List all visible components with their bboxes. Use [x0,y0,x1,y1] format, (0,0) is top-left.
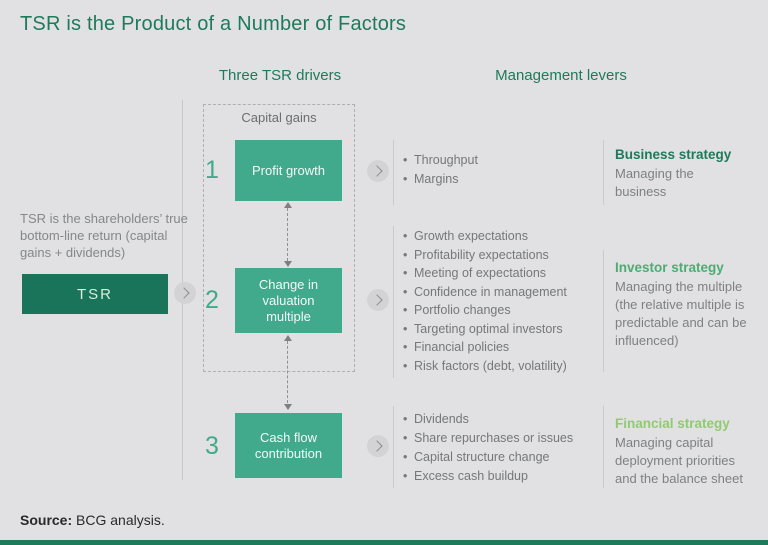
driver-2-bullets: Growth expectations Profitability expect… [403,227,613,375]
driver-2-number: 2 [205,286,219,314]
driver-3-bullets: Dividends Share repurchases or issues Ca… [403,410,613,486]
tsr-box: TSR [22,274,168,314]
chevron-glyph [370,165,383,177]
source-note: Source: BCG analysis. [20,512,165,528]
drivers-column-header: Three TSR drivers [218,67,342,84]
dashed-arrow-connector [287,208,288,261]
capital-gains-label: Capital gains [241,110,317,125]
driver-3-box-label: Cash flow contribution [254,429,323,461]
arrow-up-icon [284,202,292,208]
driver-2-box: Change in valuation multiple [235,268,342,333]
chevron-right-icon [367,289,389,311]
chevron-glyph [177,287,190,299]
bullet-item: Confidence in management [403,283,613,302]
lever-description: Managing capital deployment priorities a… [615,435,743,486]
driver-1-box-label: Profit growth [252,162,325,178]
tsr-box-label: TSR [77,285,113,303]
bullet-item: Share repurchases or issues [403,429,613,448]
bullet-item: Margins [403,170,613,189]
tsr-description: TSR is the shareholders’ true bottom-lin… [20,211,188,260]
driver-1-box: Profit growth [235,140,342,201]
chevron-right-icon [367,160,389,182]
bullet-item: Financial policies [403,338,613,357]
bullet-item: Portfolio changes [403,301,613,320]
bullet-item: Targeting optimal investors [403,320,613,339]
bullet-item: Dividends [403,410,613,429]
divider [393,226,394,378]
driver-2-box-label: Change in valuation multiple [258,276,319,324]
lever-title: Business strategy [615,147,732,162]
chevron-glyph [370,294,383,306]
lever-description: Managing the business [615,166,694,199]
driver-3-number: 3 [205,432,219,460]
lever-investor-strategy: Investor strategy Managing the multiple … [615,260,767,350]
lever-description: Managing the multiple (the relative mult… [615,279,747,348]
lever-financial-strategy: Financial strategy Managing capital depl… [615,416,755,488]
chevron-glyph [370,440,383,452]
chevron-right-icon [174,282,196,304]
source-text: BCG analysis. [72,512,165,528]
lever-business-strategy: Business strategy Managing the business [615,147,731,201]
source-label: Source: [20,512,73,528]
bullet-item: Throughput [403,151,613,170]
driver-3-box: Cash flow contribution [235,413,342,478]
lever-title: Investor strategy [615,260,724,275]
arrow-up-icon [284,335,292,341]
footer-accent-bar [0,540,768,545]
lever-title: Financial strategy [615,416,730,431]
arrow-down-icon [284,261,292,267]
arrow-down-icon [284,404,292,410]
bullet-item: Meeting of expectations [403,264,613,283]
driver-1-bullets: Throughput Margins [403,151,613,189]
divider [393,406,394,488]
capital-gains-group [203,104,355,372]
bullet-item: Growth expectations [403,227,613,246]
bullet-item: Profitability expectations [403,246,613,265]
divider [393,140,394,205]
levers-column-header: Management levers [495,67,627,84]
driver-1-number: 1 [205,156,219,184]
bullet-item: Capital structure change [403,448,613,467]
page-title: TSR is the Product of a Number of Factor… [20,13,407,35]
bullet-item: Risk factors (debt, volatility) [403,357,613,376]
bullet-item: Excess cash buildup [403,467,613,486]
dashed-arrow-connector [287,341,288,403]
chevron-right-icon [367,435,389,457]
